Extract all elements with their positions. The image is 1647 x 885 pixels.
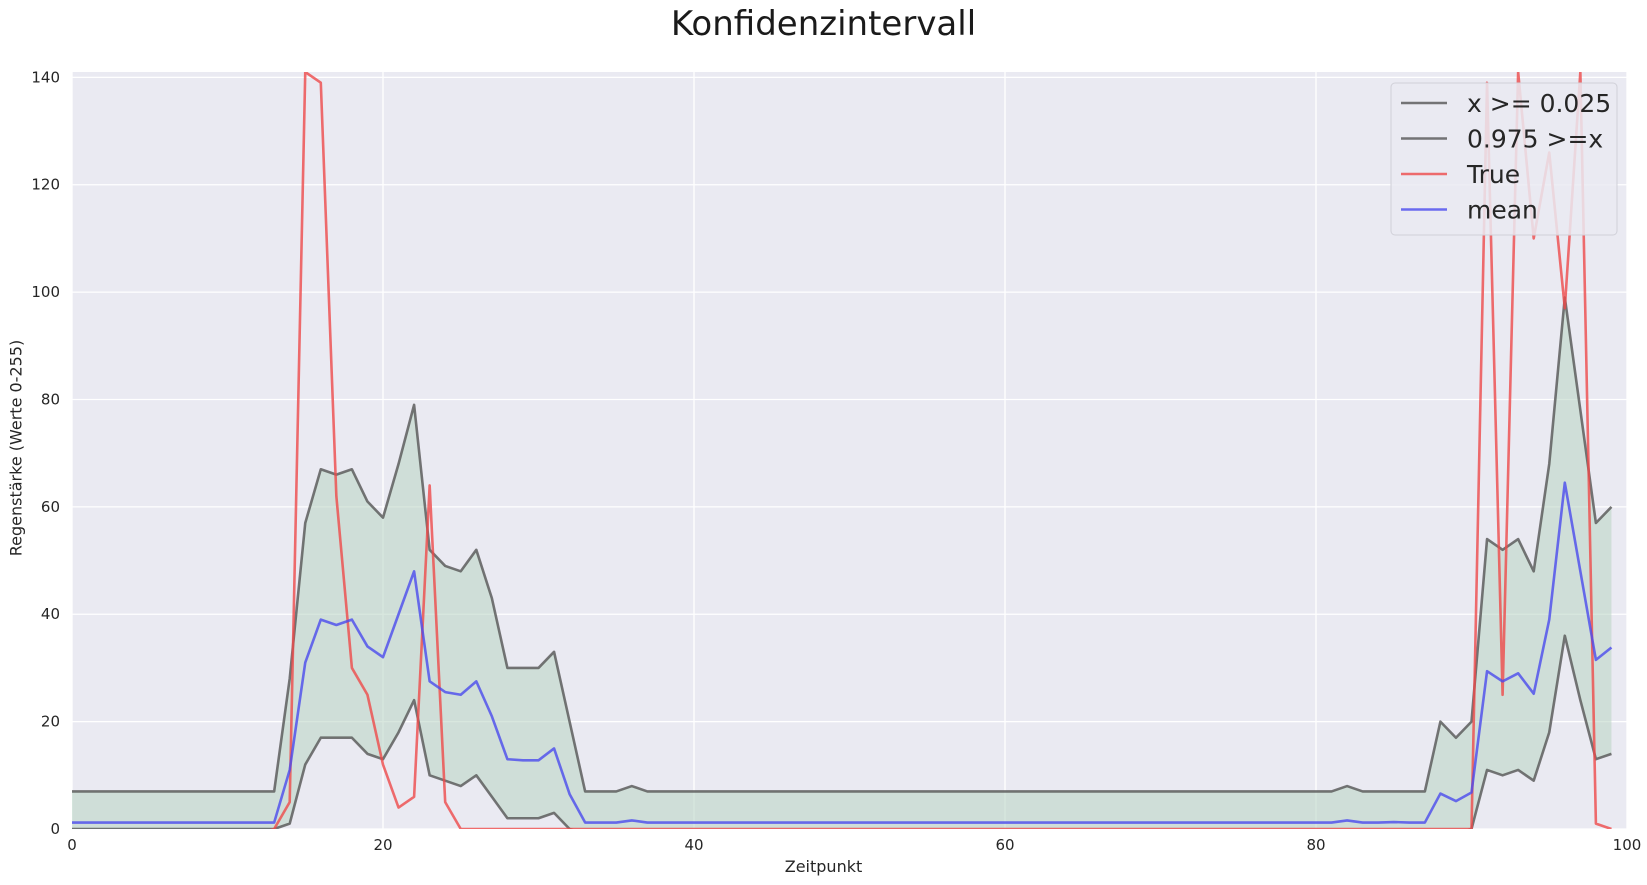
x-tick-label: 40 bbox=[684, 836, 703, 854]
x-tick-label: 0 bbox=[67, 836, 77, 854]
x-tick-label: 80 bbox=[1306, 836, 1325, 854]
y-tick-label: 100 bbox=[31, 283, 60, 301]
legend: x >= 0.025 0.975 >=x True mean bbox=[1390, 82, 1618, 236]
y-tick-label: 20 bbox=[41, 713, 60, 731]
y-tick-label: 40 bbox=[41, 605, 60, 623]
series-line bbox=[72, 634, 1612, 829]
y-tick-label: 0 bbox=[50, 820, 60, 838]
chart-title: Konfidenzintervall bbox=[670, 4, 977, 44]
gridlines bbox=[71, 72, 1628, 830]
legend-label: True bbox=[1466, 160, 1520, 189]
series-line bbox=[270, 72, 1612, 829]
legend-box bbox=[1390, 82, 1618, 236]
series-line bbox=[72, 481, 1613, 824]
x-axis-label: Zeitpunkt bbox=[784, 857, 863, 876]
confidence-band bbox=[72, 297, 1612, 829]
x-tick-label: 60 bbox=[995, 836, 1014, 854]
confidence-band-area bbox=[72, 297, 1612, 829]
y-tick-label: 120 bbox=[31, 176, 60, 194]
legend-label: x >= 0.025 bbox=[1467, 89, 1611, 118]
legend-label: 0.975 >=x bbox=[1467, 125, 1603, 154]
x-tick-label: 100 bbox=[1613, 836, 1642, 854]
series-line bbox=[72, 296, 1613, 793]
series-lines bbox=[72, 72, 1613, 829]
y-tick-label: 60 bbox=[41, 498, 60, 516]
legend-label: mean bbox=[1467, 196, 1538, 225]
y-tick-labels: 0 20 40 60 80 100 120 140 bbox=[31, 68, 60, 838]
x-tick-labels: 0 20 40 60 80 100 bbox=[67, 836, 1641, 854]
y-tick-label: 80 bbox=[41, 390, 60, 408]
y-tick-label: 140 bbox=[31, 68, 60, 86]
x-tick-label: 20 bbox=[373, 836, 392, 854]
